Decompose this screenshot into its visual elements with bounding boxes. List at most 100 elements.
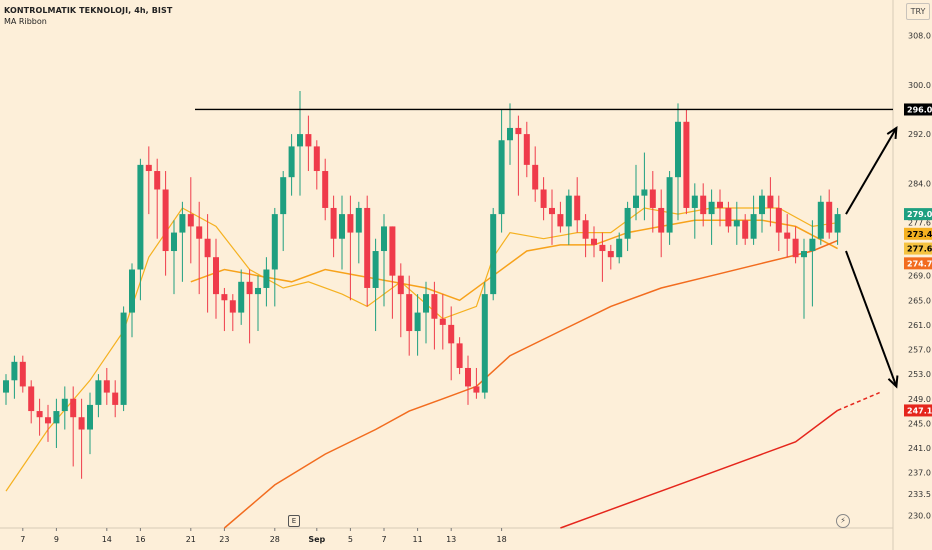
candle-body [473,386,480,393]
candle-body [389,226,396,276]
candle-body [683,121,690,208]
candle [742,214,749,245]
candle [271,207,278,307]
x-tick-label: 13 [446,535,456,544]
y-tick-label: 300.0 [908,81,931,90]
candle [330,195,337,258]
candle-body [45,417,51,424]
candle [171,220,177,295]
candle-body [507,127,513,141]
x-tick-label: 7 [381,535,386,544]
candle-body [70,398,77,418]
candle [145,146,152,215]
candle-body [582,220,589,239]
candle [515,115,522,196]
candle-body [162,189,169,252]
candle-body [19,361,26,387]
candle [523,121,530,178]
candle-body [221,294,228,301]
candle [61,386,68,430]
candle-body [809,238,816,252]
candle-body [238,281,245,313]
candle [490,207,497,301]
candle [255,275,261,332]
candle-body [339,214,345,239]
symbol-title: KONTROLMATIK TEKNOLOJI, 4h, BIST [4,6,173,15]
candle-body [372,251,379,288]
candle-body [691,195,698,208]
candle [313,140,320,190]
candle-body [137,164,144,270]
candle [767,177,774,227]
candle [431,281,438,350]
y-tick-label: 237.0 [908,469,931,478]
candle [355,201,362,264]
candle-body [717,201,723,208]
candle-body [355,207,362,233]
candle [339,195,345,270]
y-tick-label: 257.0 [908,346,931,355]
candle-body [456,343,463,368]
candle [826,189,833,239]
candle-body [87,404,93,430]
candle-body [414,312,421,332]
candle-body [229,300,236,313]
price-label-text: 279.0 [907,210,932,219]
candle-body [607,251,614,258]
x-tick-label: Sep [308,535,325,544]
candle-body [557,214,564,227]
candle-body [817,201,824,239]
price-label: 279.0 [904,208,932,221]
candle [364,195,371,307]
price-label: 277.6 [904,242,932,255]
price-label-text: 277.6 [907,245,932,254]
candle-body [481,294,488,393]
candle-body [322,171,329,208]
candle [129,263,135,338]
candle [187,177,194,264]
candle-body [641,189,648,196]
candle [397,263,404,338]
candle [448,306,455,381]
candle [532,146,539,202]
down-arrow-head [887,375,899,389]
candle [280,171,287,252]
candle [607,244,614,270]
x-tick-label: 7 [20,535,25,544]
candle-body [431,294,438,319]
currency-button[interactable]: TRY [906,3,930,20]
candle [179,201,186,282]
candle-body [759,195,765,215]
candle-body [263,269,270,288]
x-tick-label: 9 [54,535,59,544]
price-label-box [904,103,932,116]
indicator-label[interactable]: MA Ribbon [4,17,47,26]
candle [708,189,715,245]
candle [414,294,421,356]
candle-body [465,367,471,387]
earnings-event-marker[interactable]: E [288,515,300,527]
candle [641,152,648,221]
candle-body [381,226,387,252]
candle-body [271,214,278,270]
y-tick-label: 253.0 [908,370,931,379]
candle-body [78,417,85,430]
candle [28,380,35,424]
candle [565,189,572,245]
lightning-icon[interactable]: ⚡ [836,514,850,528]
candle [162,171,169,276]
candle-body [490,214,497,295]
candle [549,189,555,245]
candle [599,232,606,282]
candle [624,201,631,252]
candle [297,91,303,196]
candle-body [624,207,631,239]
candle [582,214,589,258]
candle-body [750,214,757,239]
candle [801,238,807,319]
candle [784,214,791,258]
candle [683,109,690,215]
ma-fast-line [5,207,838,492]
candle [473,367,480,399]
